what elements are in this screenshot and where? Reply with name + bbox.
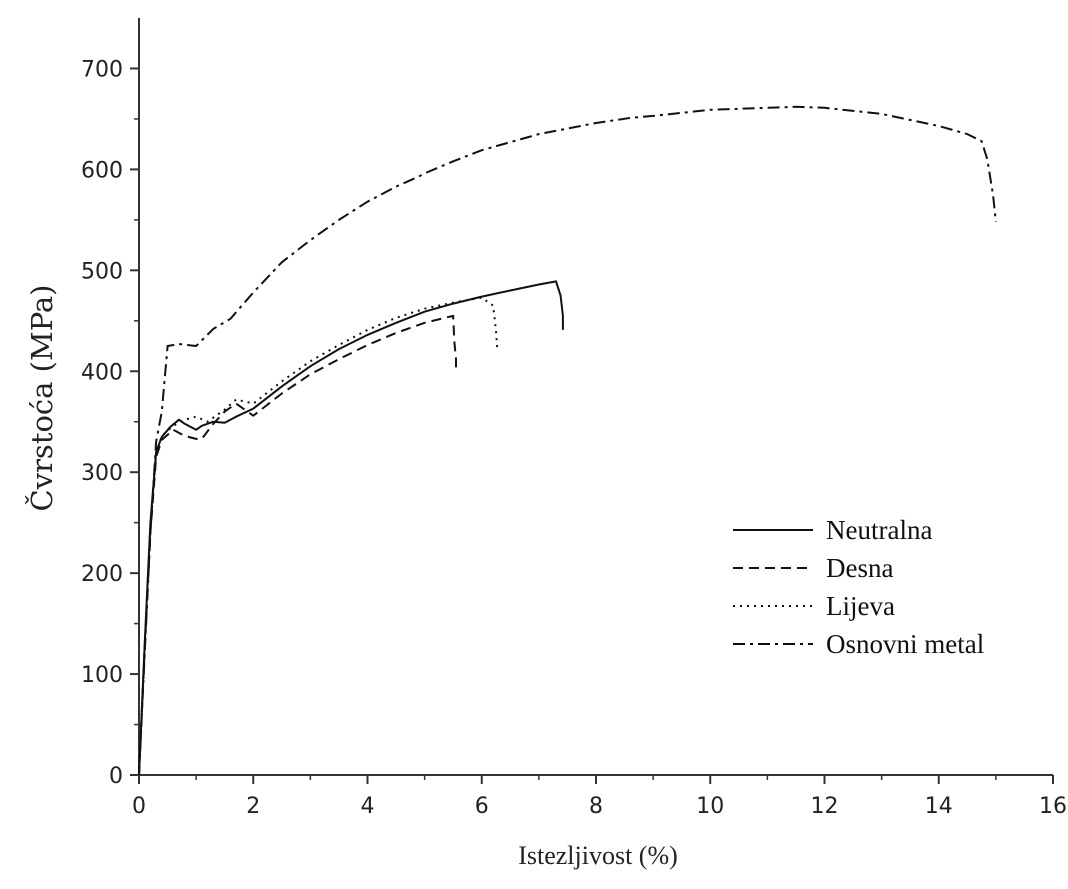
- y-tick-label: 0: [109, 764, 123, 789]
- x-axis-title: Istezljivost (%): [518, 841, 678, 870]
- x-tick-label: 4: [361, 794, 375, 819]
- y-tick-label: 200: [81, 562, 123, 587]
- y-tick-label: 500: [81, 259, 123, 284]
- legend-label-desna: Desna: [826, 553, 893, 583]
- series-lines: [138, 105, 997, 776]
- y-axis-title: Čvrstoća (MPa): [24, 284, 59, 511]
- ticks: 0 100 200 300 400 500 600 700 0 2 4 6 8 10 12 14 16: [81, 57, 1067, 819]
- legend-label-lijeva: Lijeva: [826, 591, 895, 621]
- x-tick-label: 16: [1039, 794, 1067, 819]
- series-line-neutralna: [138, 280, 564, 776]
- series-line-desna: [138, 314, 457, 776]
- series-line-osnovni-metal: [138, 105, 997, 776]
- x-tick-label: 10: [696, 794, 724, 819]
- x-tick-label: 14: [925, 794, 953, 819]
- x-tick-label: 8: [589, 794, 603, 819]
- y-tick-label: 700: [81, 57, 123, 82]
- x-tick-label: 0: [132, 794, 146, 819]
- axes: [138, 18, 1053, 776]
- legend: Neutralna Desna Lijeva Osnovni metal: [733, 515, 984, 659]
- y-tick-label: 400: [81, 360, 123, 385]
- y-tick-label: 100: [81, 663, 123, 688]
- y-tick-label: 300: [81, 461, 123, 486]
- legend-label-neutralna: Neutralna: [826, 515, 932, 545]
- x-tick-label: 2: [246, 794, 260, 819]
- x-tick-label: 6: [475, 794, 489, 819]
- y-tick-label: 600: [81, 158, 123, 183]
- legend-label-osnovni-metal: Osnovni metal: [826, 629, 984, 659]
- x-tick-label: 12: [811, 794, 839, 819]
